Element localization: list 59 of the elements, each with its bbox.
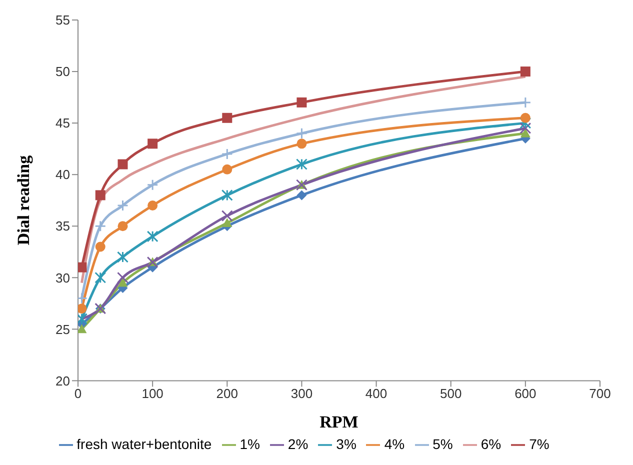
point [520,117,532,129]
legend-label: fresh water+bentonite [76,436,212,452]
point [221,189,233,201]
point [94,220,106,232]
point [118,159,128,170]
point [221,148,233,160]
legend-label: 3% [336,436,356,452]
x-axis-title: RPM [320,412,358,432]
x-tick-label: 300 [290,386,313,401]
x-tick-label: 400 [365,386,388,401]
legend-label: 1% [240,436,260,452]
point [148,138,158,149]
y-tick-label: 40 [56,167,70,182]
point [118,221,128,232]
point [222,164,232,174]
legend-label: 7% [529,436,550,452]
x-tick-label: 700 [589,386,611,401]
legend-label: 4% [384,436,405,452]
x-tick-label: 500 [440,386,462,401]
point [222,218,232,228]
y-tick-label: 20 [56,373,70,388]
x-tick-label: 600 [514,386,536,401]
y-tick-label: 45 [56,116,70,131]
point [118,278,128,287]
legend-label: 6% [480,436,502,452]
point [146,230,158,242]
point [116,200,128,212]
point [296,138,307,149]
point [146,179,158,191]
point [520,96,532,108]
point [95,242,106,252]
point [296,158,308,170]
y-tick-label: 50 [56,64,70,80]
point [520,128,530,138]
point [78,324,87,334]
y-tick-label: 35 [56,218,70,234]
point [78,304,87,314]
point [221,210,233,222]
y-tick-label: 55 [56,12,70,28]
y-tick-label: 30 [56,270,70,286]
point [95,190,106,200]
y-tick-label: 25 [56,322,70,337]
x-tick-label: 0 [74,386,82,401]
point [520,112,530,123]
point [116,251,128,263]
point [222,112,232,123]
point [296,97,307,108]
point [296,190,307,200]
point [520,122,532,134]
point [148,200,158,211]
point [520,66,530,77]
point [94,272,106,284]
x-tick-label: 200 [216,386,238,401]
y-axis-title: Dial reading [14,154,34,246]
legend-label: 5% [432,436,453,452]
x-tick-label: 100 [142,386,164,401]
point [78,262,87,272]
legend-label: 2% [288,436,308,452]
point [296,128,308,140]
